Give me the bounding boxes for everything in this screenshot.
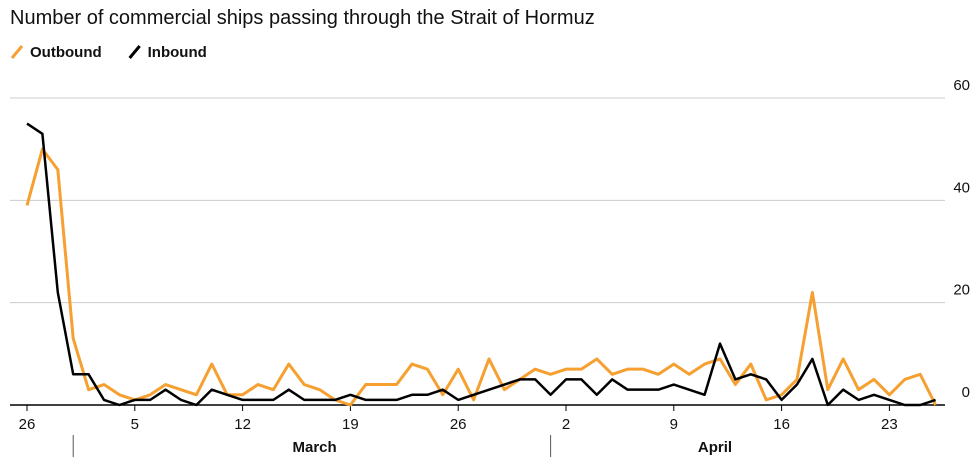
chart-title: Number of commercial ships passing throu…	[10, 7, 595, 29]
y-tick-label: 20	[953, 282, 970, 299]
x-tick-label: 26	[450, 416, 467, 433]
series-line	[26, 122, 936, 407]
x-tick-label: 23	[881, 416, 898, 433]
y-tick-label: 60	[953, 77, 970, 94]
month-label: April	[698, 439, 732, 456]
y-tick-label: 0	[962, 384, 970, 401]
legend-swatch	[10, 45, 24, 59]
x-tick-label: 5	[131, 416, 139, 433]
legend-label: Outbound	[30, 44, 102, 61]
y-tick-label: 40	[953, 179, 970, 196]
series-line	[25, 147, 937, 407]
legend-swatch	[128, 45, 141, 59]
x-tick-label: 19	[342, 416, 359, 433]
x-tick-label: 26	[19, 416, 36, 433]
x-tick-label: 16	[773, 416, 790, 433]
x-tick-label: 12	[234, 416, 251, 433]
x-tick-label: 2	[562, 416, 570, 433]
month-label: March	[293, 439, 337, 456]
legend-label: Inbound	[148, 44, 207, 61]
x-tick-label: 9	[670, 416, 678, 433]
